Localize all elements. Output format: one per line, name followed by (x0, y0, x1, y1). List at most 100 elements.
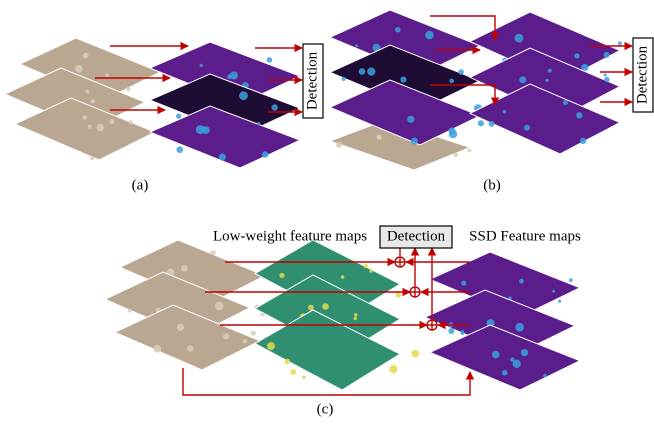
tile-detail (369, 269, 373, 273)
tile-detail (227, 74, 232, 79)
tile-detail (502, 370, 508, 376)
tile-detail (83, 53, 89, 59)
tile-detail (604, 73, 607, 76)
detection-label: Detection (304, 51, 320, 110)
tile-detail (177, 146, 184, 153)
tile-detail (290, 369, 296, 375)
tile-detail (85, 90, 89, 94)
tile-detail (272, 104, 278, 110)
detection-label: Detection (387, 228, 446, 244)
tile-detail (515, 34, 524, 43)
tile-detail (219, 154, 226, 161)
tile-detail (341, 275, 345, 279)
tile-detail (75, 65, 83, 73)
tile-detail (521, 349, 528, 356)
tile-detail (545, 79, 548, 82)
tile-detail (454, 153, 458, 157)
tile-detail (543, 374, 547, 378)
tile-detail (215, 302, 224, 311)
tile-detail (267, 57, 273, 63)
tile-detail (489, 121, 495, 127)
tile-detail (395, 27, 400, 32)
tile-detail (467, 149, 471, 153)
tile-detail (210, 250, 215, 255)
tile-detail (425, 31, 434, 40)
tile-detail (181, 265, 188, 272)
tile-detail (576, 112, 582, 118)
tile-detail (105, 74, 109, 78)
tile-face (115, 305, 260, 370)
tile-detail (604, 52, 610, 58)
tile-detail (449, 130, 457, 138)
tile-detail (548, 69, 552, 73)
tile-detail (400, 77, 406, 83)
tile-detail (411, 138, 418, 145)
tile-detail (239, 91, 248, 100)
tile-detail (109, 119, 114, 124)
tile-detail (461, 281, 466, 286)
tile-detail (461, 330, 465, 334)
tile-detail (396, 292, 402, 298)
tile-detail (83, 115, 87, 119)
tile-detail (552, 290, 555, 293)
tile-detail (153, 345, 161, 353)
tile-detail (200, 64, 203, 67)
tile-detail (355, 44, 358, 47)
tile-detail (407, 116, 414, 123)
tile-detail (563, 100, 568, 105)
tile-detail (354, 317, 357, 320)
caption: Low-weight feature maps (213, 228, 367, 244)
tile-detail (524, 125, 530, 131)
tile-detail (604, 77, 609, 82)
tile-detail (342, 77, 346, 81)
tile-detail (128, 309, 132, 313)
tile-detail (519, 76, 526, 83)
tile-detail (618, 41, 622, 45)
tile-detail (389, 365, 397, 373)
tile-detail (492, 351, 500, 359)
tile-detail (243, 339, 248, 344)
tile-detail (322, 303, 329, 310)
tile-detail (262, 151, 269, 158)
page: Detection Detection Detection Low-weight… (0, 0, 654, 428)
caption: SSD Feature maps (469, 228, 581, 244)
tile-detail (267, 342, 275, 350)
figure: Detection Detection Detection Low-weight… (0, 0, 654, 428)
tile-detail (478, 120, 484, 126)
tile-detail (223, 333, 229, 339)
detection-label: Detection (634, 45, 650, 104)
panel-label: (a) (132, 177, 149, 193)
tile-detail (558, 300, 561, 303)
tile-detail (88, 125, 92, 129)
tile-detail (129, 120, 133, 124)
tile-detail (251, 331, 256, 336)
tile-detail (411, 350, 419, 358)
tile-detail (510, 357, 514, 361)
tile-detail (580, 138, 586, 144)
tile-detail (187, 345, 193, 351)
tile-detail (359, 68, 366, 75)
image-tile (115, 305, 260, 370)
tile-detail (354, 313, 358, 317)
tile-detail (574, 53, 579, 58)
tile-detail (279, 273, 284, 278)
tile-detail (458, 69, 464, 75)
tile-detail (96, 124, 104, 132)
tile-detail (364, 264, 368, 268)
tile-detail (91, 99, 95, 103)
tile-detail (569, 278, 573, 282)
tile-detail (503, 110, 506, 113)
panel-label: (b) (483, 177, 501, 193)
tile-detail (515, 323, 524, 332)
tile-detail (519, 279, 524, 284)
tile-detail (257, 122, 260, 125)
tile-detail (284, 359, 290, 365)
tile-detail (177, 324, 184, 331)
tile-detail (302, 376, 306, 380)
tile-detail (449, 79, 454, 84)
tile-detail (377, 135, 382, 140)
tile-detail (367, 68, 375, 76)
tile-detail (176, 114, 181, 119)
tile-detail (202, 126, 210, 134)
tile-detail (90, 156, 94, 160)
